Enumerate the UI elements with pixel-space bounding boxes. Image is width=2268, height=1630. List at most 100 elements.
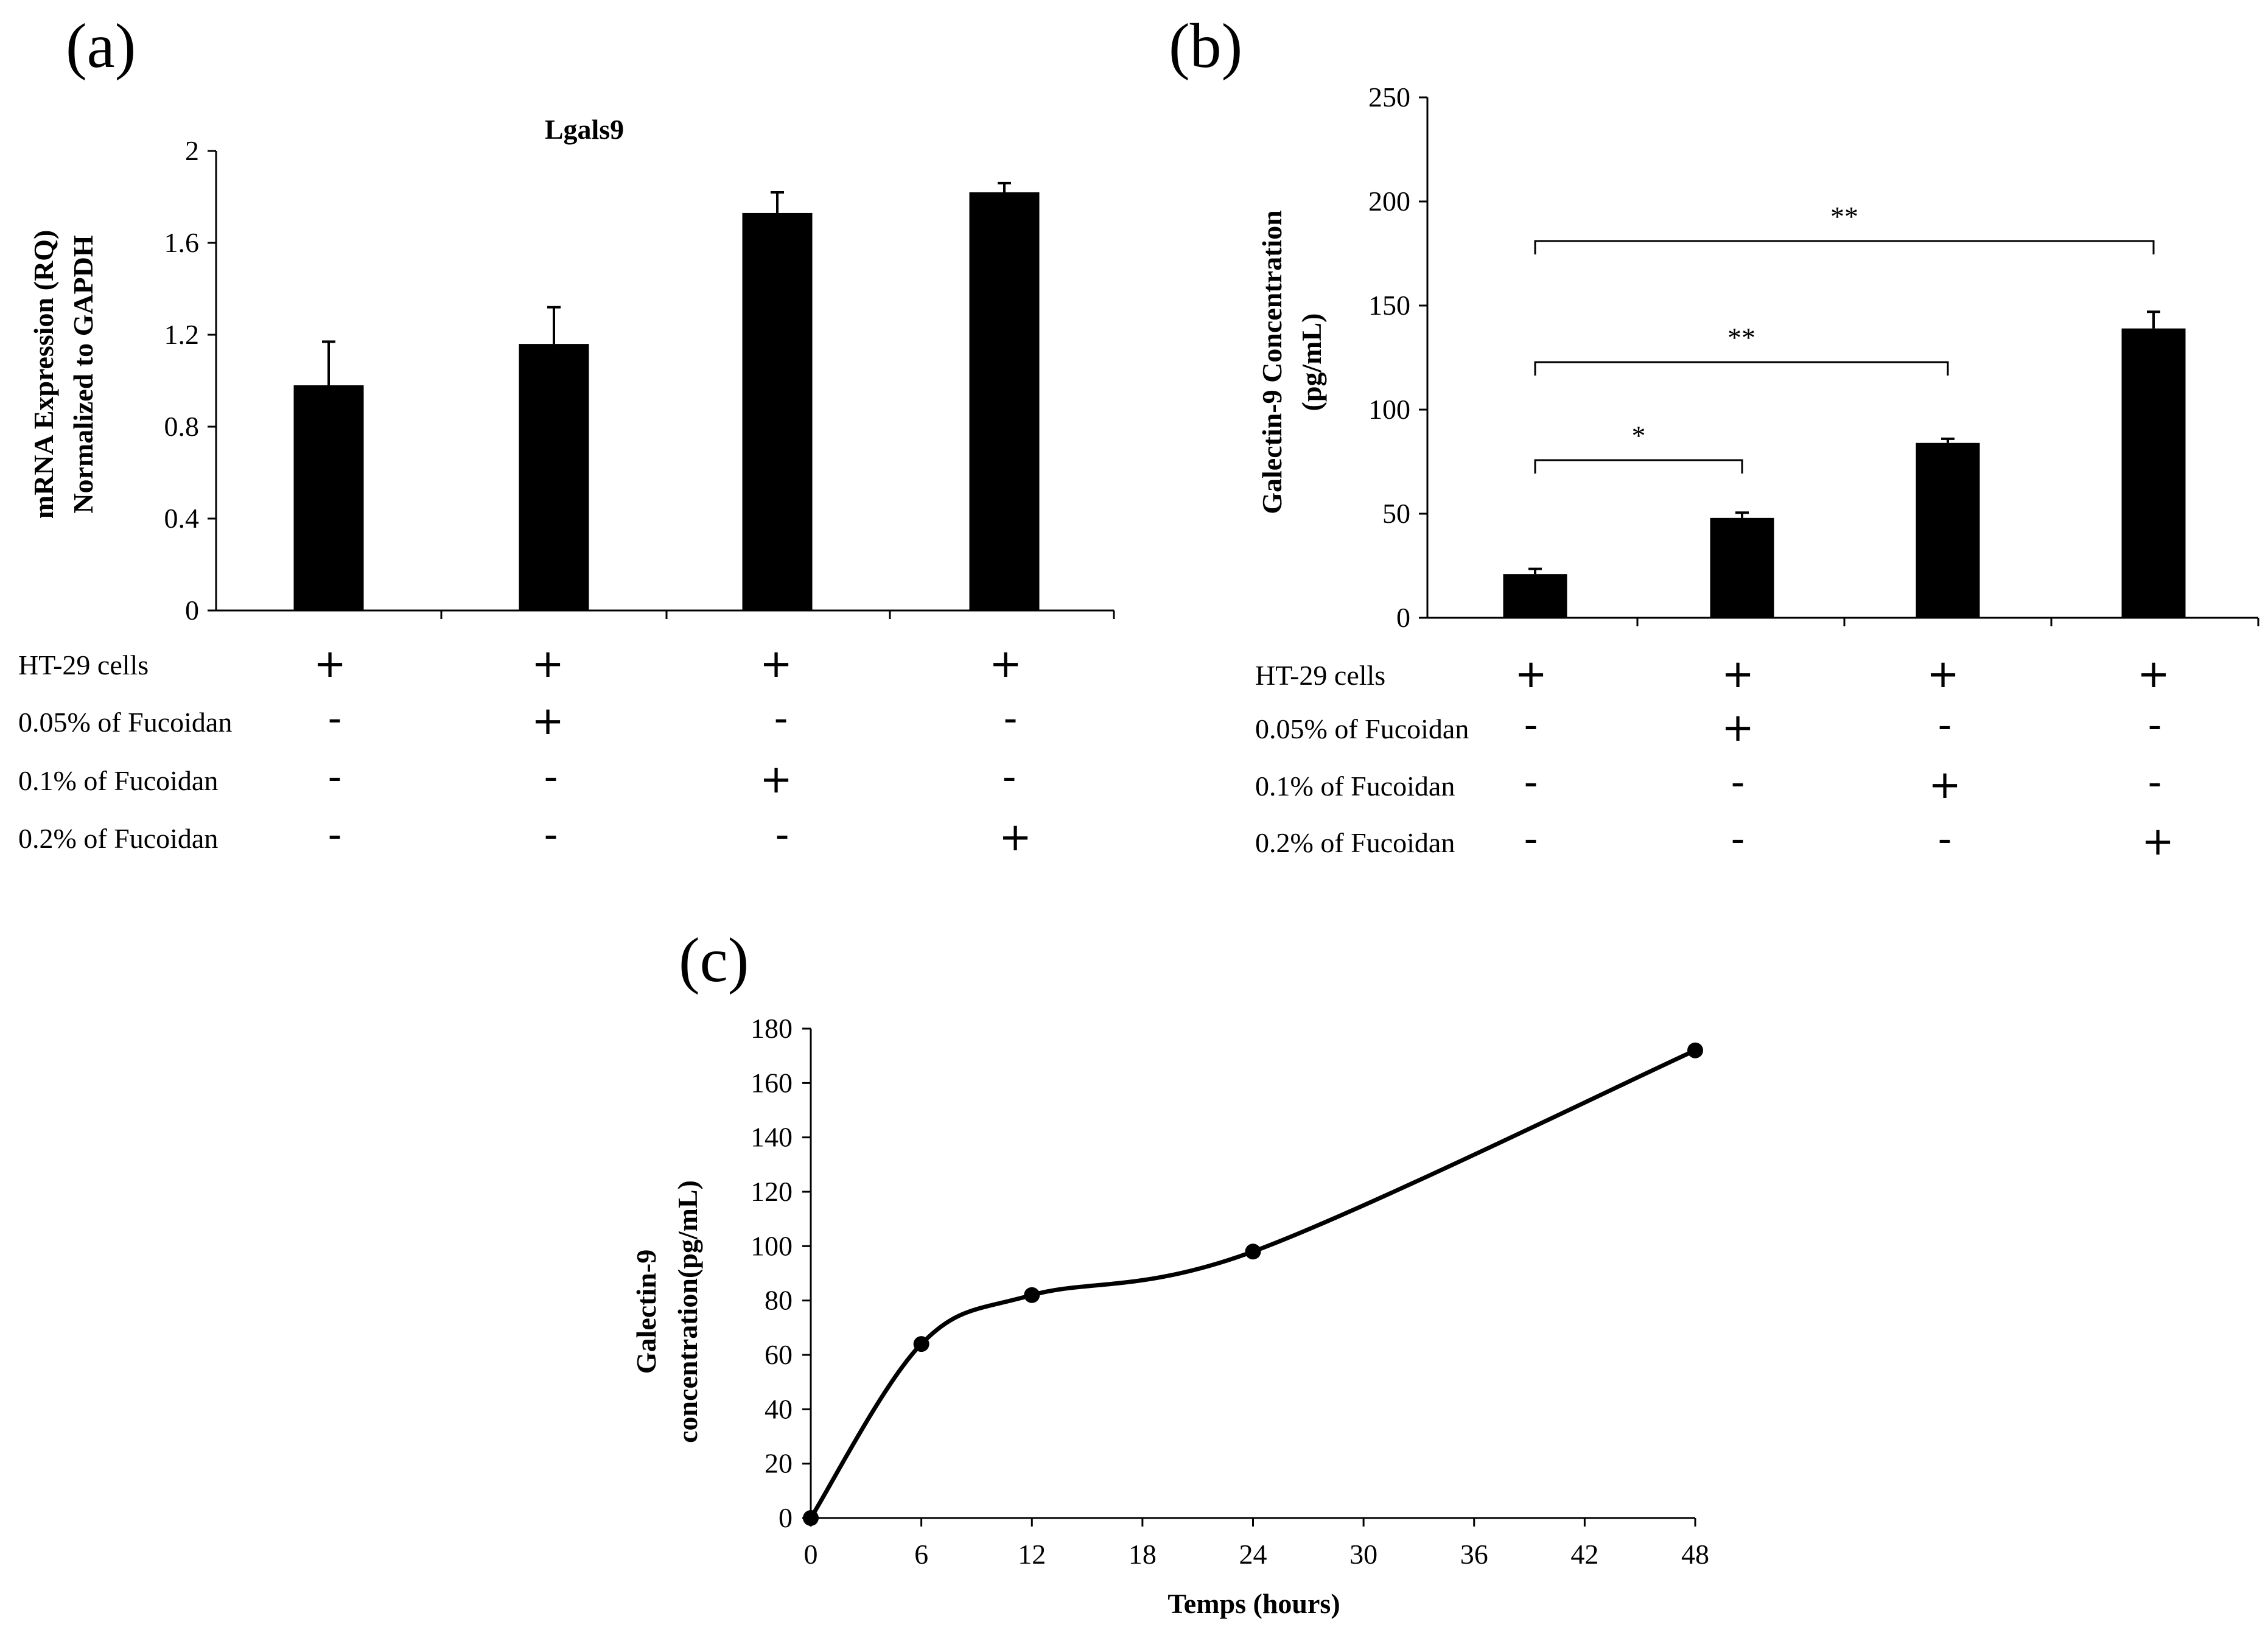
- b-y-tick-label: 200: [1368, 186, 1410, 217]
- minus-sign: -: [2147, 703, 2161, 748]
- c-x-tick-label: 12: [1018, 1539, 1046, 1570]
- minus-sign: -: [327, 755, 341, 800]
- b-y-tick-label: 250: [1368, 82, 1410, 113]
- data-point: [1687, 1042, 1703, 1058]
- plus-sign: +: [1928, 763, 1961, 808]
- c-x-tick-label: 42: [1570, 1539, 1598, 1570]
- significance-bracket: [1534, 240, 2155, 254]
- b-y-tick-label: 50: [1382, 498, 1410, 529]
- significance-marker: *: [1632, 420, 1646, 451]
- minus-sign: -: [1731, 760, 1745, 805]
- minus-sign: -: [544, 813, 558, 858]
- panel-a-label: (a): [66, 11, 136, 81]
- significance-bracket: [1534, 459, 1743, 474]
- plus-sign: +: [1514, 652, 1547, 697]
- c-y-tick-label: 120: [751, 1176, 793, 1207]
- panel-a-ylabel-line2: Normalized to GAPDH: [68, 235, 99, 514]
- plus-sign: +: [760, 642, 793, 687]
- a-y-tick-label: 0: [185, 595, 199, 626]
- minus-sign: -: [1003, 696, 1017, 741]
- panel-a-bars: [293, 192, 1040, 610]
- b-y-tick-label: 150: [1368, 290, 1410, 321]
- c-x-tick-label: 6: [914, 1539, 928, 1570]
- a-y-tick-label: 1.2: [164, 319, 200, 350]
- panel-a-y-ticks: 0 0.4 0.8 1.2 1.6 2: [164, 135, 216, 626]
- a-condition-label: 0.2% of Fucoidan: [18, 823, 218, 854]
- c-y-tick-label: 40: [765, 1393, 793, 1424]
- b-condition-label: 0.05% of Fucoidan: [1255, 713, 1469, 744]
- a-y-tick-label: 2: [185, 135, 199, 166]
- plus-sign: +: [760, 757, 793, 802]
- c-y-tick-label: 160: [751, 1067, 793, 1098]
- panel-a: (a) Lgals9 mRNA Expression (RQ) Normaliz…: [18, 11, 1115, 860]
- minus-sign: -: [1937, 703, 1951, 748]
- panel-c: (c) Galectin-9 concentration(pg/mL) Temp…: [631, 925, 1709, 1619]
- significance-marker: **: [1830, 201, 1858, 232]
- minus-sign: -: [544, 755, 558, 800]
- c-x-tick-label: 18: [1129, 1539, 1157, 1570]
- a-y-tick-label: 0.8: [164, 411, 200, 442]
- a-condition-label: 0.1% of Fucoidan: [18, 765, 218, 796]
- b-y-tick-label: 0: [1396, 602, 1410, 633]
- a-bar: [293, 385, 364, 610]
- plus-sign: +: [531, 699, 564, 744]
- panel-b-significance-brackets: *****: [1534, 201, 2155, 474]
- c-x-tick-label: 48: [1681, 1539, 1709, 1570]
- panel-b-error-bars: [1528, 310, 2160, 575]
- minus-sign: -: [327, 813, 341, 858]
- panel-b-label: (b): [1169, 11, 1242, 81]
- panel-c-xlabel: Temps (hours): [1167, 1588, 1340, 1619]
- minus-sign: -: [1937, 817, 1951, 862]
- b-condition-label: HT-29 cells: [1255, 660, 1385, 691]
- panel-b-x-ticks: [1636, 618, 2259, 626]
- plus-sign: +: [1927, 652, 1959, 697]
- panel-c-points: [803, 1042, 1703, 1526]
- plus-sign: +: [2137, 652, 2170, 697]
- plus-sign: +: [313, 642, 346, 687]
- panel-b-condition-table: HT-29 cells + + + +0.05% of Fucoidan - + - - 0.1%…: [1255, 652, 2174, 864]
- panel-c-ylabel-line1: Galectin-9: [631, 1250, 662, 1374]
- c-y-tick-label: 180: [751, 1013, 793, 1044]
- b-bar: [1710, 517, 1774, 618]
- panel-c-ylabel-line2: concentration(pg/mL): [672, 1180, 703, 1443]
- a-y-tick-label: 0.4: [164, 503, 200, 534]
- panel-c-series-line: [809, 1048, 1696, 1519]
- c-x-tick-label: 36: [1460, 1539, 1488, 1570]
- a-condition-label: HT-29 cells: [18, 649, 149, 680]
- minus-sign: -: [2147, 760, 2161, 805]
- minus-sign: -: [327, 696, 341, 741]
- a-bar: [969, 192, 1040, 610]
- data-point: [803, 1510, 819, 1526]
- c-y-tick-label: 100: [751, 1230, 793, 1261]
- panel-b-ylabel-line1: Galectin-9 Concentration: [1256, 210, 1287, 514]
- plus-sign: +: [2141, 819, 2174, 864]
- panel-c-y-ticks: 0 20 40 60 80 100 120 140 160 180: [751, 1013, 811, 1533]
- c-y-tick-label: 140: [751, 1122, 793, 1153]
- c-y-tick-label: 0: [779, 1502, 793, 1533]
- plus-sign: +: [999, 815, 1032, 860]
- a-bar: [742, 212, 813, 610]
- data-point: [1245, 1243, 1261, 1260]
- panel-b-bars: [1503, 328, 2186, 618]
- plus-sign: +: [531, 642, 564, 687]
- c-y-tick-label: 80: [765, 1285, 793, 1316]
- panel-a-ylabel-line1: mRNA Expression (RQ): [28, 230, 59, 519]
- minus-sign: -: [1731, 817, 1745, 862]
- data-point: [1024, 1287, 1040, 1303]
- plus-sign: +: [989, 642, 1022, 687]
- minus-sign: -: [1524, 817, 1538, 862]
- panel-a-error-bars: [322, 181, 1011, 386]
- panel-b-y-ticks: 0 50 100 150 200 250: [1368, 82, 1427, 633]
- a-y-tick-label: 1.6: [164, 227, 200, 258]
- a-condition-label: 0.05% of Fucoidan: [18, 707, 232, 738]
- panel-c-label: (c): [679, 925, 749, 995]
- b-condition-label: 0.2% of Fucoidan: [1255, 827, 1455, 858]
- plus-sign: +: [1721, 652, 1754, 697]
- significance-marker: **: [1727, 322, 1755, 353]
- b-bar: [1503, 574, 1567, 618]
- panel-a-x-ticks: [440, 610, 1115, 619]
- c-x-tick-label: 24: [1239, 1539, 1267, 1570]
- minus-sign: -: [1002, 755, 1016, 800]
- c-x-tick-label: 30: [1349, 1539, 1377, 1570]
